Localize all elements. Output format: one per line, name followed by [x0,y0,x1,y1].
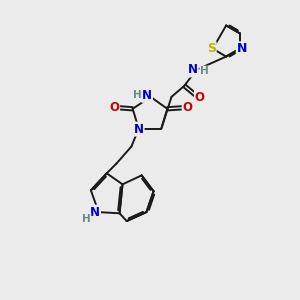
Text: O: O [183,100,193,113]
Text: S: S [207,42,216,55]
Text: N: N [142,89,152,102]
Text: O: O [109,100,119,113]
Text: N: N [90,206,100,219]
Text: H: H [133,90,142,100]
Text: N: N [237,42,247,55]
Text: N: N [134,123,144,136]
Text: H: H [200,67,209,76]
Text: O: O [195,91,205,103]
Text: N: N [188,64,198,76]
Text: H: H [82,214,91,224]
